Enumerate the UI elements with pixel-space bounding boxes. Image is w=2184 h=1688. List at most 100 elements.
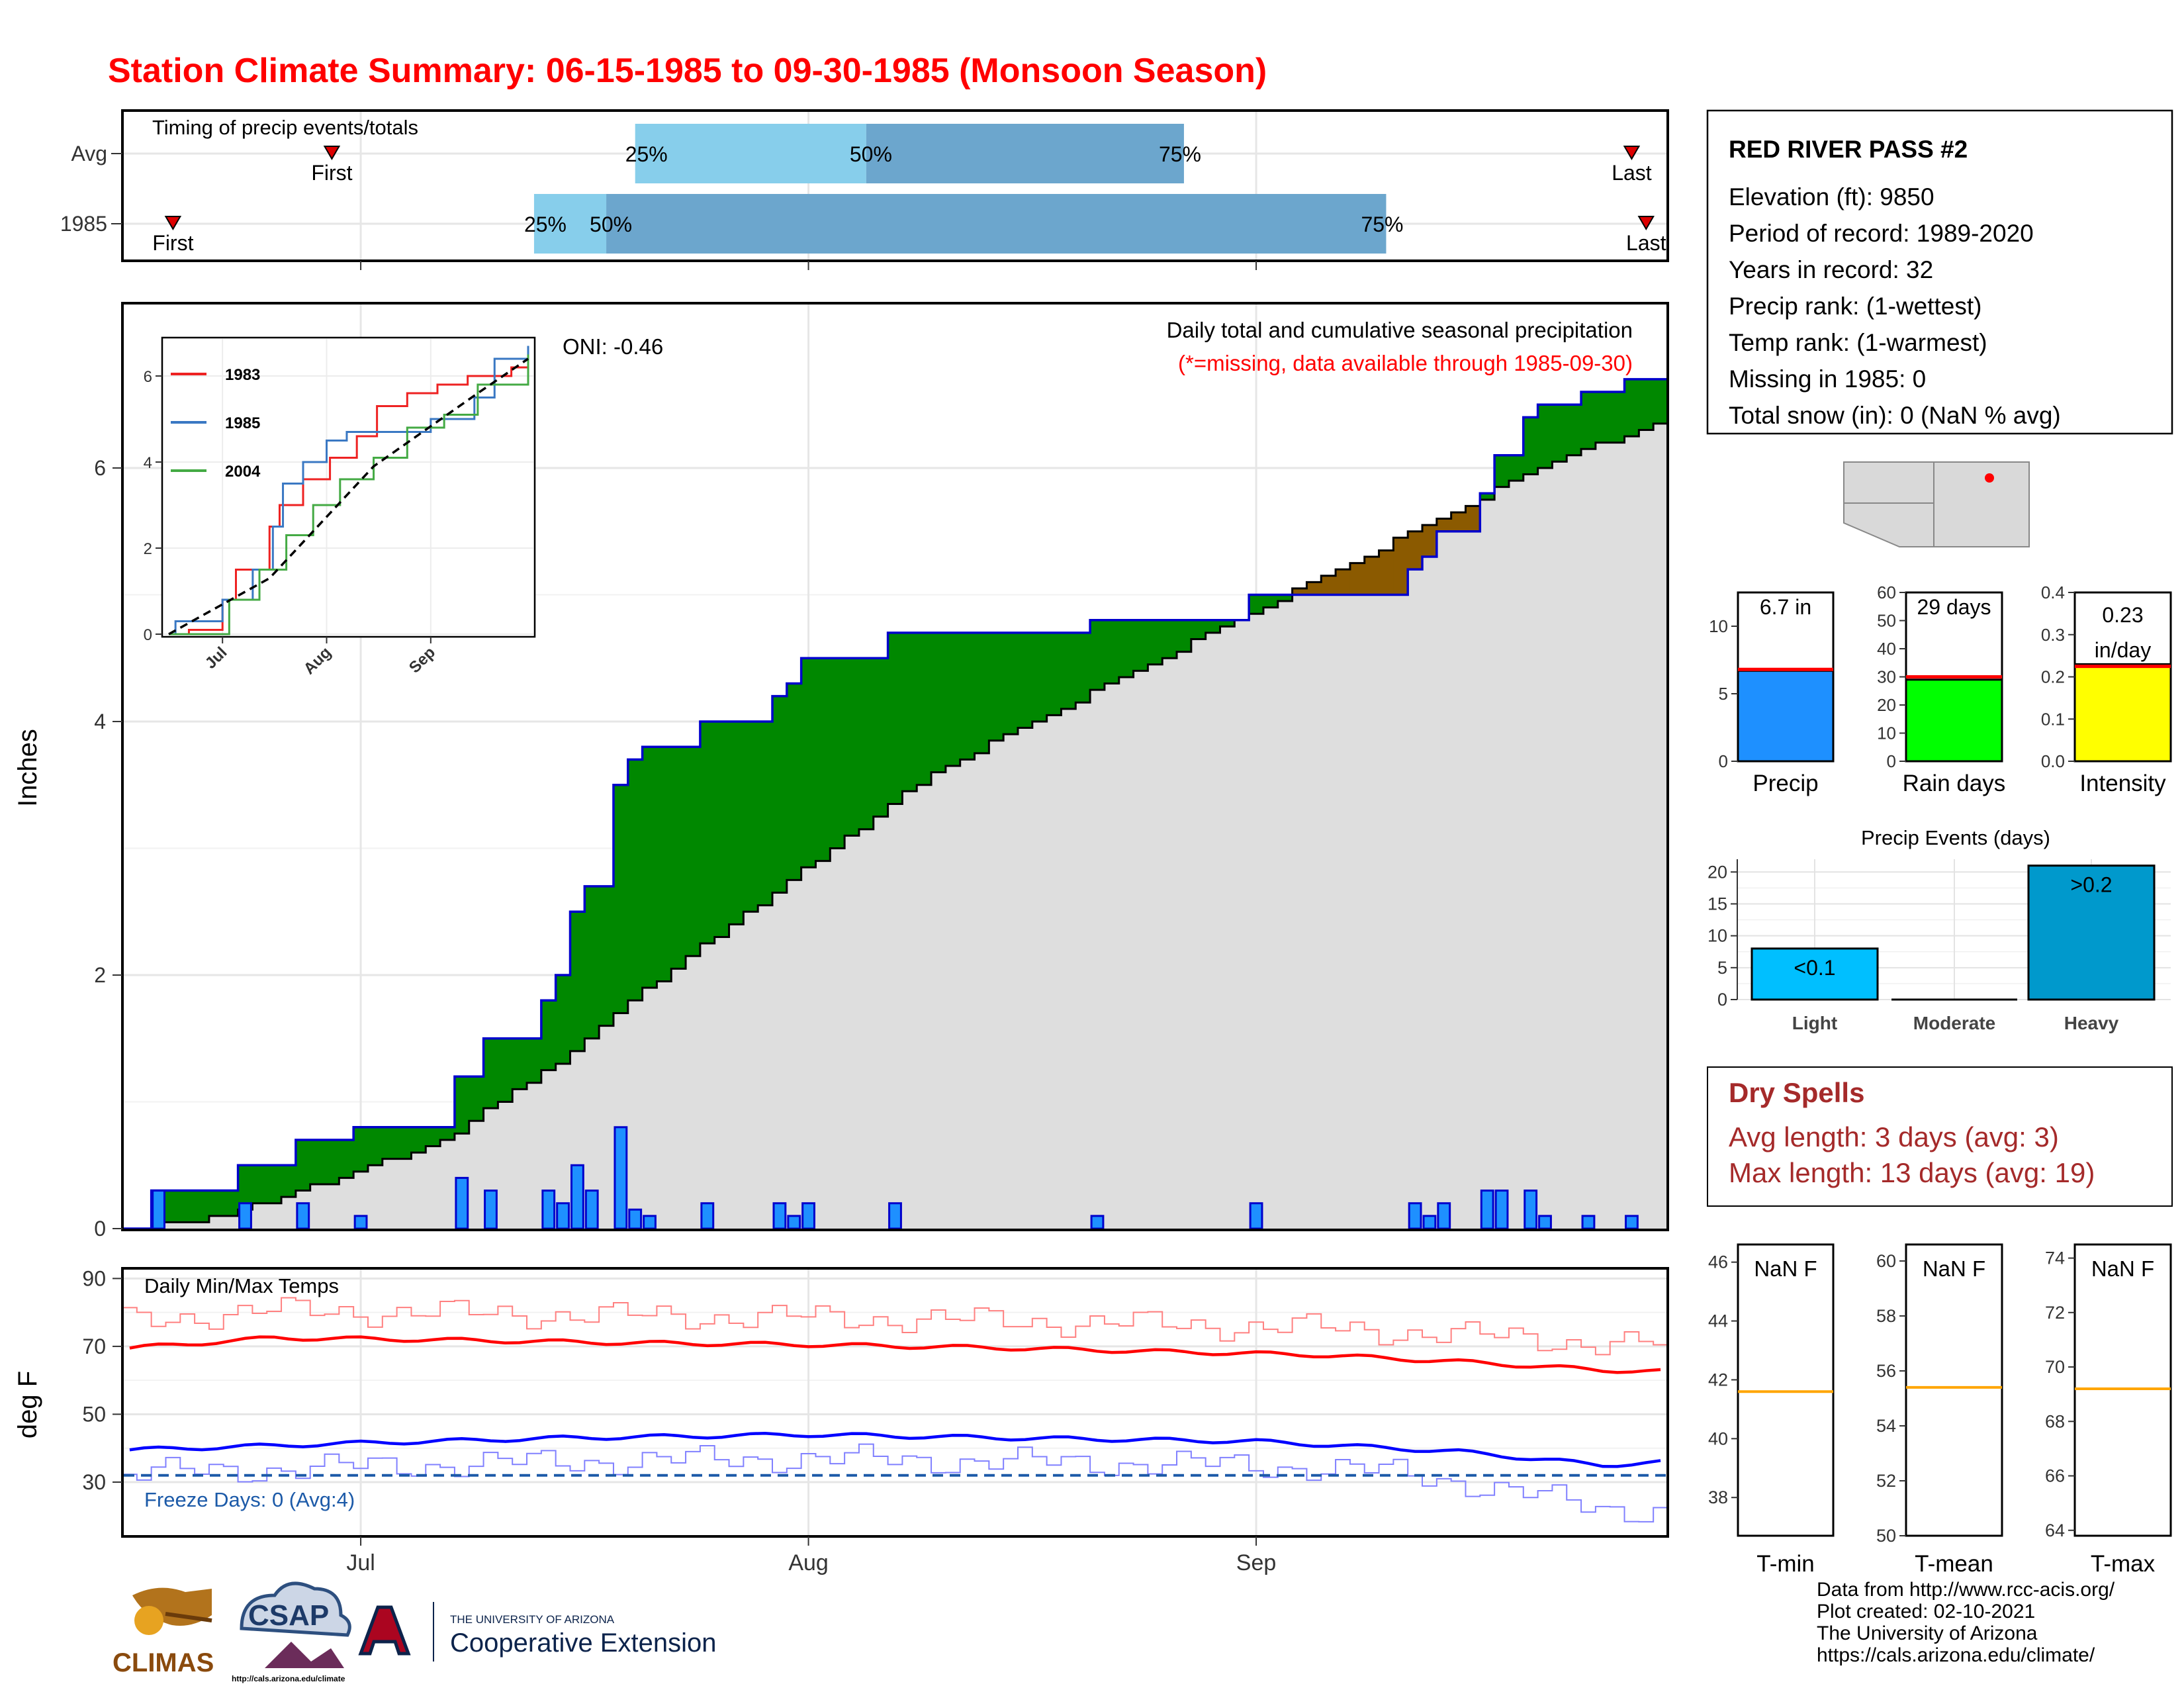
summary-value-label: 29 days [1917,595,1991,619]
above-avg-fill [1177,620,1192,652]
above-avg-fill [931,632,946,773]
daily-precip-bar [787,1215,801,1230]
above-avg-fill [1480,493,1495,500]
above-avg-fill [917,632,932,785]
temp-box-y-tick-label: 52 [1876,1471,1896,1491]
temp-y-tick-label: 70 [82,1335,106,1358]
events-bar-label: >0.2 [2070,873,2112,897]
timing-p50-label: 50% [590,212,632,236]
timing-bar-25-50 [635,124,866,183]
daily-precip-bar [152,1190,165,1230]
station-name: RED RIVER PASS #2 [1729,136,1968,163]
summary-bar-name: Precip [1752,771,1818,796]
below-avg-fill [1451,512,1466,532]
above-avg-fill [267,1165,282,1203]
temp-box-y-tick-label: 72 [2045,1303,2065,1323]
precip-y-tick-label: 4 [94,710,106,733]
above-avg-fill [686,747,701,957]
inset-avg-line [168,357,529,635]
temp-box [1737,1243,1835,1537]
timing-p75-label: 75% [1159,142,1201,166]
above-avg-fill [180,1190,195,1223]
ua-small-text: THE UNIVERSITY OF ARIZONA [450,1613,615,1626]
precip-y-axis-label: Inches [13,729,42,807]
credit-line: Plot created: 02-10-2021 [1817,1601,2036,1622]
above-avg-fill [844,658,860,836]
temp-box-value-label: NaN F [1754,1256,1817,1281]
above-avg-fill [498,1038,513,1102]
precip-annotation-title: Daily total and cumulative seasonal prec… [1167,318,1633,342]
daily-precip-bar [888,1202,902,1230]
above-avg-fill [1567,404,1582,455]
avg-cumulative-line [122,422,1668,1230]
above-avg-fill [1523,417,1539,475]
temp-box-value-label: NaN F [1923,1256,1985,1281]
above-avg-fill [1118,620,1134,677]
dry-spells-frame [1707,1066,2173,1207]
temp-box-name: T-mean [1915,1551,1993,1577]
below-avg-fill [1321,575,1336,595]
inset-y-tick-label: 2 [144,540,152,558]
last-event-label: Last [1626,231,1666,255]
summary-y-tick-label: 0.3 [2041,625,2065,645]
temp-box-y-tick-label: 56 [1876,1361,1896,1381]
above-avg-fill [367,1127,383,1166]
timing-row-label: 1985 [60,212,107,236]
temp-box-y-tick-label: 66 [2045,1466,2065,1486]
above-avg-fill [1075,632,1091,703]
inset-y-tick-label: 4 [144,454,152,472]
above-avg-fill [758,721,773,906]
above-avg-fill [555,974,570,1064]
daily-precip-bar [1437,1202,1451,1230]
station-info-line: Precip rank: (1-wettest) [1729,293,1981,320]
daily-precip-bar [484,1190,498,1230]
temp-box-y-tick-label: 42 [1708,1370,1728,1389]
station-lines: Elevation (ft): 9850 Period of record: 19… [1729,183,2061,429]
daily-precip-bar [643,1215,657,1230]
below-avg-fill [1408,531,1423,570]
daily-precip-bar [353,1215,368,1230]
daily-min-trace [122,1443,1668,1523]
above-avg-fill [1046,632,1062,716]
above-avg-fill [1191,620,1206,639]
above-avg-fill [1249,594,1264,614]
above-avg-fill [527,1038,542,1083]
dry-spells: Dry Spells Avg length: 3 days (avg: 3) M… [1707,1066,2173,1207]
station-location-marker [1985,473,1994,483]
above-avg-fill [815,658,831,861]
first-event-label: First [152,231,193,255]
credit-line: The University of Arizona [1817,1622,2038,1644]
above-avg-fill [743,721,758,912]
summary-y-tick-label: 0.1 [2041,709,2065,729]
inset-legend-label: 1985 [225,414,260,432]
timing-panel: Timing of precip events/totals 25% 50% 75%… [60,109,1669,270]
above-avg-fill [830,658,845,849]
below-avg-fill [1465,506,1480,532]
events-y-tick-label: 20 [1707,862,1727,882]
precip-annotation-note: (*=missing, data available through 1985-… [1178,351,1633,375]
temp-y-ticks: 30 50 70 90 [82,1266,122,1494]
temp-box-y-tick-label: 44 [1708,1311,1728,1331]
temp-box-y-tick-label: 74 [2045,1248,2065,1268]
last-event-marker [1637,216,1655,230]
inset-y-tick-label: 0 [144,626,152,644]
events-y-tick-label: 5 [1717,958,1727,978]
precip-panel-frame [121,302,1669,1231]
avg-cumulative-area [122,423,1668,1229]
below-avg-fill [1306,582,1322,595]
above-avg-fill [700,721,715,944]
temp-box-y-tick-label: 40 [1708,1429,1728,1448]
summary-y-tick-label: 10 [1709,616,1728,636]
above-avg-fill [426,1127,441,1147]
summary-y-tick-label: 0 [1887,751,1896,771]
daily-max-trace [122,1297,1668,1356]
station-info: RED RIVER PASS #2 Elevation (ft): 9850 Pe… [1706,109,2173,435]
above-avg-fill [295,1139,311,1191]
station-info-line: Temp rank: (1-warmest) [1729,329,1987,356]
precip-y-ticks: 0 2 4 6 [94,456,122,1241]
daily-precip-bar [238,1202,252,1230]
summary-value-label: 0.23 [2102,603,2143,627]
above-avg-fill [339,1139,354,1178]
temp-box-y-tick-label: 70 [2045,1357,2065,1377]
above-avg-fill [541,1000,557,1070]
